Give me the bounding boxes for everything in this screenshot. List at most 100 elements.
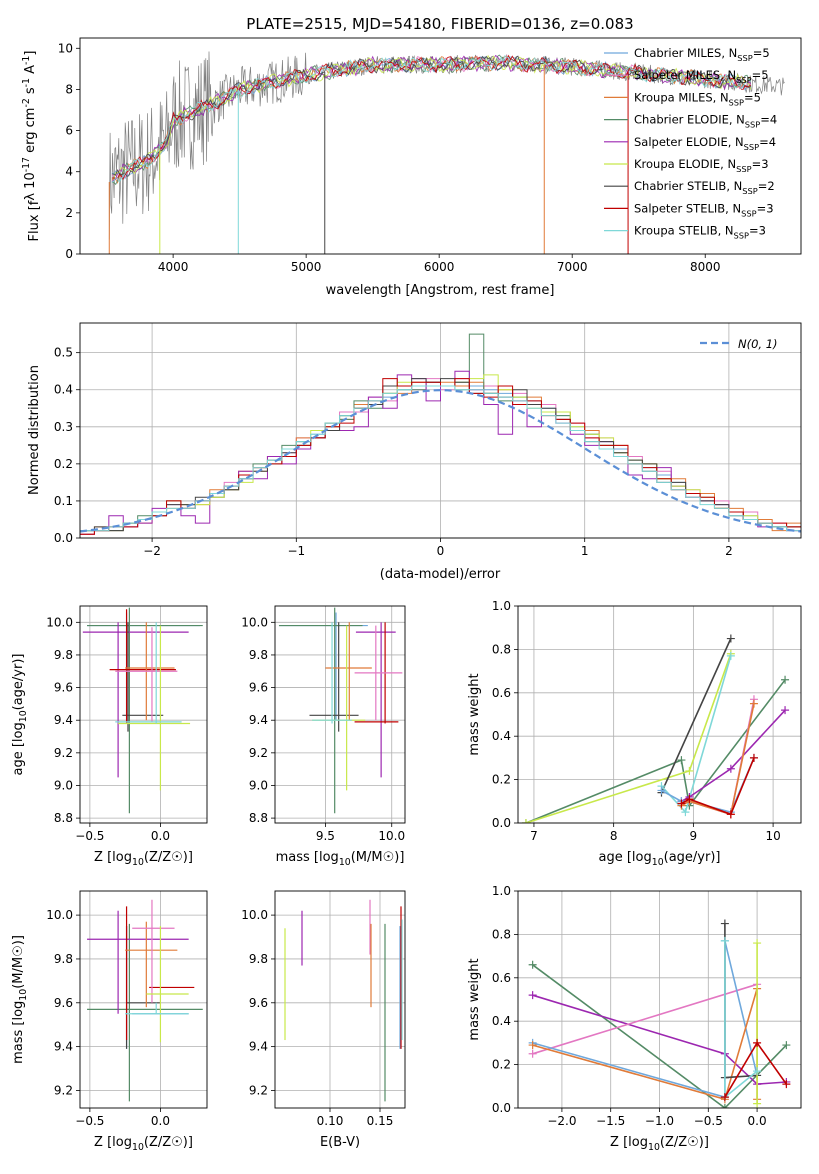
age-vs-Z-axes: −0.5 0.0 8.8 9.0 9.2 9.4 9.6 9.8 10.0 xyxy=(46,605,208,843)
x-tick-label: 0.10 xyxy=(317,1114,344,1128)
normal-curve xyxy=(80,388,801,533)
weight-vs-Z-plot xyxy=(528,919,791,1108)
weight-vs-age-axes: 7 8 9 10 0.0 0.2 0.4 0.6 0.8 1.0 xyxy=(492,599,802,843)
weight-point xyxy=(726,810,735,819)
weight-line xyxy=(660,655,732,814)
weight-point xyxy=(528,960,537,969)
weight-point xyxy=(528,1049,537,1058)
y-tick-label: 10.0 xyxy=(241,908,268,922)
x-tick-label: 0.0 xyxy=(748,1114,767,1128)
model-spectrum xyxy=(111,54,751,181)
x-axis-label: (data-model)/error xyxy=(380,567,501,582)
model-spectrum xyxy=(111,55,751,177)
y-tick-label: 9.2 xyxy=(54,746,73,760)
y-axis-label: mass [log10(M/M☉)] xyxy=(11,935,29,1064)
axes-frame xyxy=(274,890,406,1109)
y-axis-label: Flux [fλ 10-17 erg cm-2 s-1 A-1] xyxy=(21,51,42,242)
weight-point xyxy=(720,919,729,928)
y-tick-label: 0.4 xyxy=(492,729,511,743)
mass-vs-Z-plot xyxy=(87,899,203,1102)
x-tick-label: −0.5 xyxy=(75,1114,104,1128)
weight-point xyxy=(528,991,537,1000)
spectrum-axes: 4000 5000 6000 7000 8000 0 2 4 6 8 10 xyxy=(58,37,802,274)
axes-frame xyxy=(517,890,802,1109)
axes-frame xyxy=(79,322,802,539)
legend-entry: Kroupa MILES, NSSP=5 xyxy=(634,90,761,107)
y-tick-label: 0 xyxy=(65,247,73,261)
y-tick-label: 9.4 xyxy=(54,713,73,727)
y-tick-label: 9.2 xyxy=(249,746,268,760)
residuals-axes: −2 −1 0 1 2 0.0 0.1 0.2 0.3 0.4 0.5 xyxy=(54,322,802,558)
y-tick-label: 0.2 xyxy=(492,1058,511,1072)
x-axis-label: wavelength [Angstrom, rest frame] xyxy=(326,283,555,298)
y-tick-label: 0.6 xyxy=(492,686,511,700)
x-tick-label: 9.5 xyxy=(316,829,335,843)
x-tick-label: 8000 xyxy=(690,260,721,274)
x-tick-label: −1.5 xyxy=(596,1114,625,1128)
weight-line xyxy=(532,983,758,1055)
y-tick-label: 8 xyxy=(65,82,73,96)
x-axis-label: Z [log10(Z/Z☉)] xyxy=(94,1135,193,1153)
weight-line xyxy=(681,709,786,803)
weight-point xyxy=(726,764,735,773)
weight-point xyxy=(782,1041,791,1050)
weight-point xyxy=(753,1099,762,1108)
age-vs-Z-plot xyxy=(82,607,203,814)
x-tick-label: 10 xyxy=(765,829,780,843)
y-tick-label: 9.4 xyxy=(54,1040,73,1054)
y-tick-label: 0.8 xyxy=(492,927,511,941)
x-axis-label: mass [log10(M/M☉)] xyxy=(276,850,405,868)
legend-entry: Salpeter STELIB, NSSP=3 xyxy=(634,201,774,218)
y-tick-label: 9.6 xyxy=(54,996,73,1010)
axes-frame xyxy=(79,605,208,824)
x-axis-label: Z [log10(Z/Z☉)] xyxy=(94,850,193,868)
weight-point xyxy=(528,1041,537,1050)
mass-vs-Z-axes: −0.5 0.0 9.2 9.4 9.6 9.8 10.0 xyxy=(46,890,208,1128)
weight-line xyxy=(681,757,755,816)
y-tick-label: 2 xyxy=(65,206,73,220)
y-tick-label: 0.6 xyxy=(492,971,511,985)
y-tick-label: 9.8 xyxy=(249,648,268,662)
weight-point xyxy=(781,675,790,684)
legend-entry: Chabrier STELIB, NSSP=2 xyxy=(634,179,775,196)
y-tick-label: 9.4 xyxy=(249,713,268,727)
weight-point xyxy=(677,756,686,765)
y-axis-label: mass weight xyxy=(467,958,482,1040)
y-tick-label: 9.8 xyxy=(249,952,268,966)
y-tick-label: 0.2 xyxy=(54,457,73,471)
y-tick-label: 9.2 xyxy=(249,1083,268,1097)
x-tick-label: 7 xyxy=(530,829,538,843)
weight-point xyxy=(677,799,686,808)
age-vs-mass-axes: 9.5 10.0 8.8 9.0 9.2 9.4 9.6 9.8 10.0 xyxy=(241,605,406,843)
y-tick-label: 9.8 xyxy=(54,952,73,966)
model-spectrum xyxy=(111,54,751,182)
weight-point xyxy=(782,1080,791,1089)
weight-line xyxy=(660,638,732,793)
y-tick-label: 9.2 xyxy=(54,1083,73,1097)
y-tick-label: 10 xyxy=(58,41,73,55)
weight-point xyxy=(657,786,666,795)
weight-point xyxy=(720,936,729,945)
model-spectrum xyxy=(111,54,752,183)
spectrum-plot xyxy=(108,51,785,254)
axes-frame xyxy=(79,890,208,1109)
y-tick-label: 1.0 xyxy=(492,599,511,613)
y-tick-label: 10.0 xyxy=(46,615,73,629)
weight-point xyxy=(720,1093,729,1102)
y-tick-label: 0.0 xyxy=(54,531,73,545)
y-tick-label: 6 xyxy=(65,124,73,138)
legend-entry: Kroupa ELODIE, NSSP=3 xyxy=(634,157,769,174)
legend-entry: Chabrier MILES, NSSP=5 xyxy=(634,46,770,63)
x-tick-label: −1.0 xyxy=(645,1114,674,1128)
y-tick-label: 0.5 xyxy=(54,346,73,360)
y-tick-label: 0.1 xyxy=(54,494,73,508)
x-tick-label: −2.0 xyxy=(547,1114,576,1128)
y-tick-label: 0.8 xyxy=(492,642,511,656)
legend-entry: Salpeter MILES, NSSP=5 xyxy=(634,68,769,85)
weight-point xyxy=(726,634,735,643)
x-tick-label: 0.0 xyxy=(151,829,170,843)
weight-vs-Z-axes: −2.0 −1.5 −1.0 −0.5 0.0 0.0 0.2 0.4 0.6 0.8 1.0 xyxy=(492,884,802,1128)
legend-entry: Kroupa STELIB, NSSP=3 xyxy=(634,224,766,241)
weight-point xyxy=(749,699,758,708)
